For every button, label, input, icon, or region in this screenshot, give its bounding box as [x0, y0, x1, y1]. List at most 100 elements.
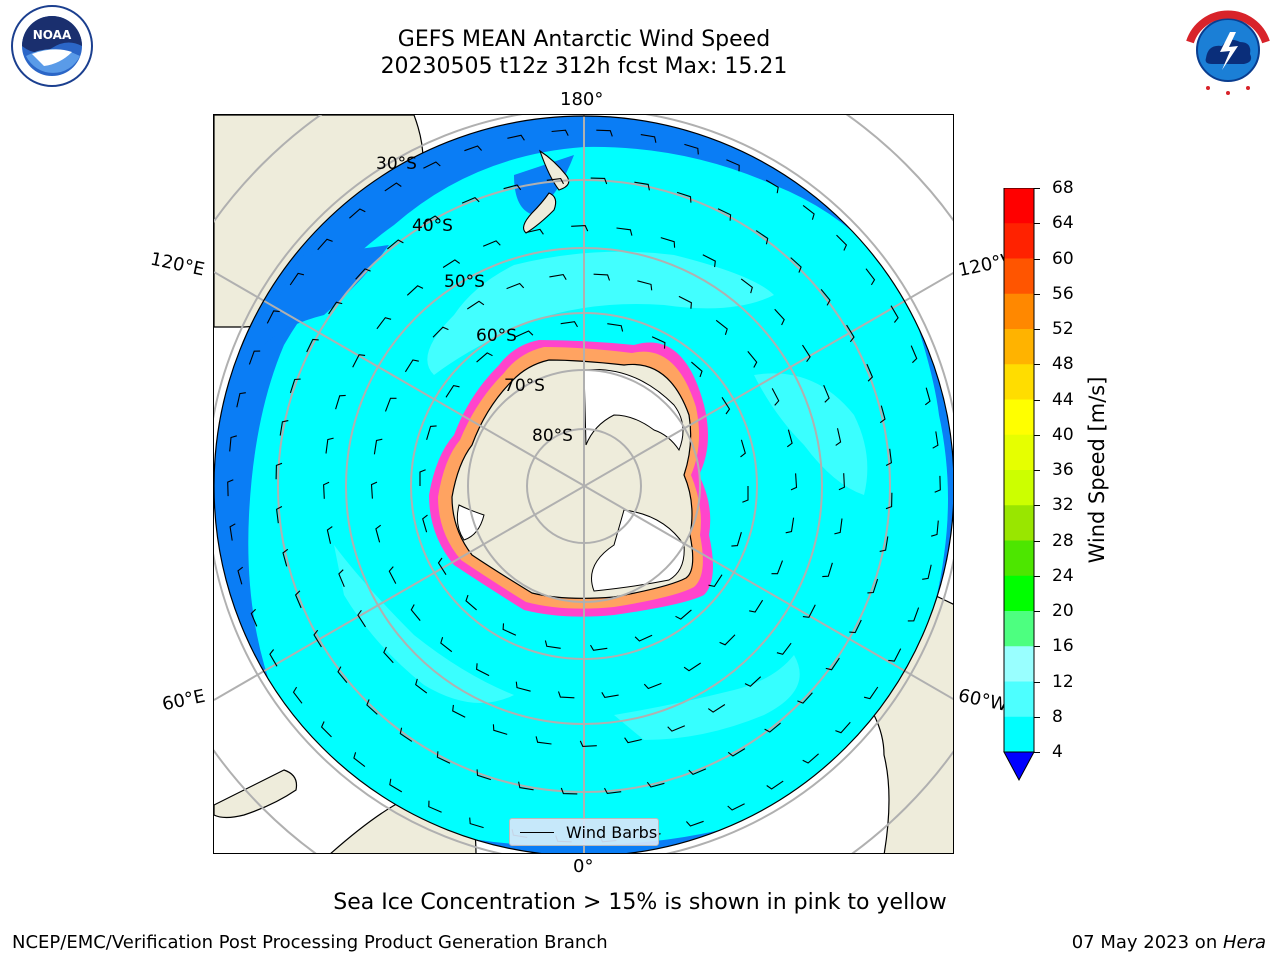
wind-barb — [802, 204, 815, 220]
wind-barb — [306, 338, 319, 353]
wind-barb — [684, 143, 699, 155]
graticule — [214, 115, 953, 853]
wind-barb — [383, 646, 394, 664]
wind-barb — [353, 752, 366, 768]
wind-barb — [802, 604, 816, 618]
wind-barb — [719, 634, 736, 646]
wind-barb — [515, 330, 534, 338]
colorbar-cell — [1004, 505, 1034, 541]
colorbar-tick-label: 60 — [1052, 248, 1074, 269]
wind-barb — [616, 227, 633, 236]
wind-barb — [879, 536, 889, 552]
wind-barb — [445, 384, 460, 398]
wind-barb — [406, 285, 424, 296]
colorbar-cell — [1004, 329, 1034, 365]
wind-barb — [924, 387, 931, 406]
wind-barb — [932, 431, 939, 449]
colorbar-tick-label: 28 — [1052, 530, 1074, 551]
wind-barb — [482, 240, 501, 247]
map-legend: Wind Barbs — [509, 818, 659, 846]
wind-barb — [335, 394, 346, 410]
ice-shelf — [583, 368, 684, 452]
wind-barb — [544, 640, 561, 649]
wind-barb — [282, 548, 289, 567]
wind-barb — [820, 289, 831, 306]
wind-barb — [518, 781, 534, 791]
colorbar-tick-label: 48 — [1052, 354, 1074, 375]
lat-label-30s: 30°S — [376, 154, 417, 174]
wind-barb — [317, 238, 333, 251]
colorbar-tick — [1034, 258, 1040, 260]
colorbar-cell — [1004, 681, 1034, 718]
wind-barb — [503, 184, 522, 191]
wind-barb — [590, 177, 608, 185]
wind-barb — [571, 225, 589, 232]
colorbar-tick-label: 20 — [1052, 601, 1074, 621]
wind-barb — [323, 481, 330, 499]
wind-barb — [320, 721, 332, 738]
wind-barb — [492, 724, 508, 735]
colorbar-tick — [1034, 505, 1040, 507]
colorbar-tick-label: 16 — [1052, 636, 1074, 657]
wind-barb — [755, 230, 769, 245]
wind-barb — [637, 280, 653, 291]
wind-barb — [373, 438, 383, 455]
wind-barb — [771, 560, 784, 575]
colorbar-tick-label: 52 — [1052, 319, 1074, 339]
footer-machine: Hera — [1222, 932, 1266, 953]
wind-barb — [313, 629, 322, 648]
wind-barb — [731, 532, 742, 547]
wind-barb — [765, 179, 779, 194]
wind-barb — [596, 129, 613, 137]
wind-barb — [675, 609, 692, 620]
colorbar-tick-label: 64 — [1052, 213, 1074, 234]
wind-barb — [557, 691, 575, 699]
noaa-logo-icon: NOAA — [11, 5, 93, 87]
wind-barb — [890, 305, 899, 323]
wind-barb — [835, 721, 851, 734]
wind-barb — [404, 359, 419, 373]
wind-barb — [426, 425, 437, 440]
colorbar-tick — [1034, 646, 1040, 648]
colorbar — [1003, 188, 1035, 782]
wind-barb — [338, 569, 345, 588]
wind-barb — [389, 778, 403, 793]
wind-barb — [440, 637, 453, 653]
wind-barb — [624, 737, 642, 744]
wind-barb — [590, 644, 608, 651]
wind-barb — [646, 781, 665, 788]
polar-map-panel: 30°S 40°S 50°S 60°S 70°S 80°S — [213, 114, 954, 854]
colorbar-cell — [1004, 364, 1034, 400]
wind-barb — [549, 273, 567, 280]
wind-barb — [328, 301, 343, 315]
colorbar-tick-label: 56 — [1052, 283, 1074, 304]
wind-barb — [376, 317, 392, 330]
wind-barb — [879, 405, 886, 424]
colorbar-cell — [1004, 646, 1034, 682]
wind-barb — [774, 308, 785, 326]
region-speed-12-16 — [427, 251, 774, 375]
wind-barb — [823, 384, 830, 403]
wind-barb-legend-line — [520, 831, 554, 833]
wind-barb — [437, 557, 447, 575]
wind-barb — [469, 817, 484, 829]
wind-barb — [384, 182, 402, 192]
wind-barb — [466, 300, 485, 310]
wind-barb — [410, 604, 421, 621]
wind-barb — [423, 161, 441, 169]
wind-barb — [931, 520, 939, 537]
wind-barb — [771, 388, 780, 406]
wind-barb — [676, 191, 692, 203]
wind-barb — [325, 437, 334, 454]
footer-date-text: 07 May 2023 on — [1071, 932, 1223, 953]
wind-barb — [250, 608, 258, 627]
wind-barb — [266, 310, 280, 324]
wind-barb — [708, 574, 723, 588]
colorbar-cell — [1004, 716, 1034, 753]
wind-barb — [579, 740, 597, 747]
wind-barb — [428, 800, 442, 813]
lat-label-50s: 50°S — [444, 272, 485, 292]
wind-barb — [825, 657, 840, 671]
wind-barb — [683, 662, 702, 672]
colorbar-tick-label: 12 — [1052, 671, 1074, 692]
